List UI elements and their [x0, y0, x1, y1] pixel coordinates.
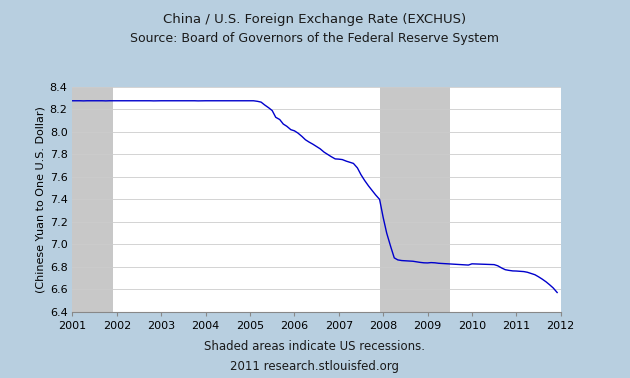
- Bar: [72, 87, 113, 312]
- Y-axis label: (Chinese Yuan to One U.S. Dollar): (Chinese Yuan to One U.S. Dollar): [35, 106, 45, 293]
- Text: Shaded areas indicate US recessions.: Shaded areas indicate US recessions.: [205, 340, 425, 353]
- Bar: [380, 87, 450, 312]
- Text: 2011 research.stlouisfed.org: 2011 research.stlouisfed.org: [231, 360, 399, 373]
- Text: Source: Board of Governors of the Federal Reserve System: Source: Board of Governors of the Federa…: [130, 32, 500, 45]
- Text: China / U.S. Foreign Exchange Rate (EXCHUS): China / U.S. Foreign Exchange Rate (EXCH…: [163, 13, 467, 26]
